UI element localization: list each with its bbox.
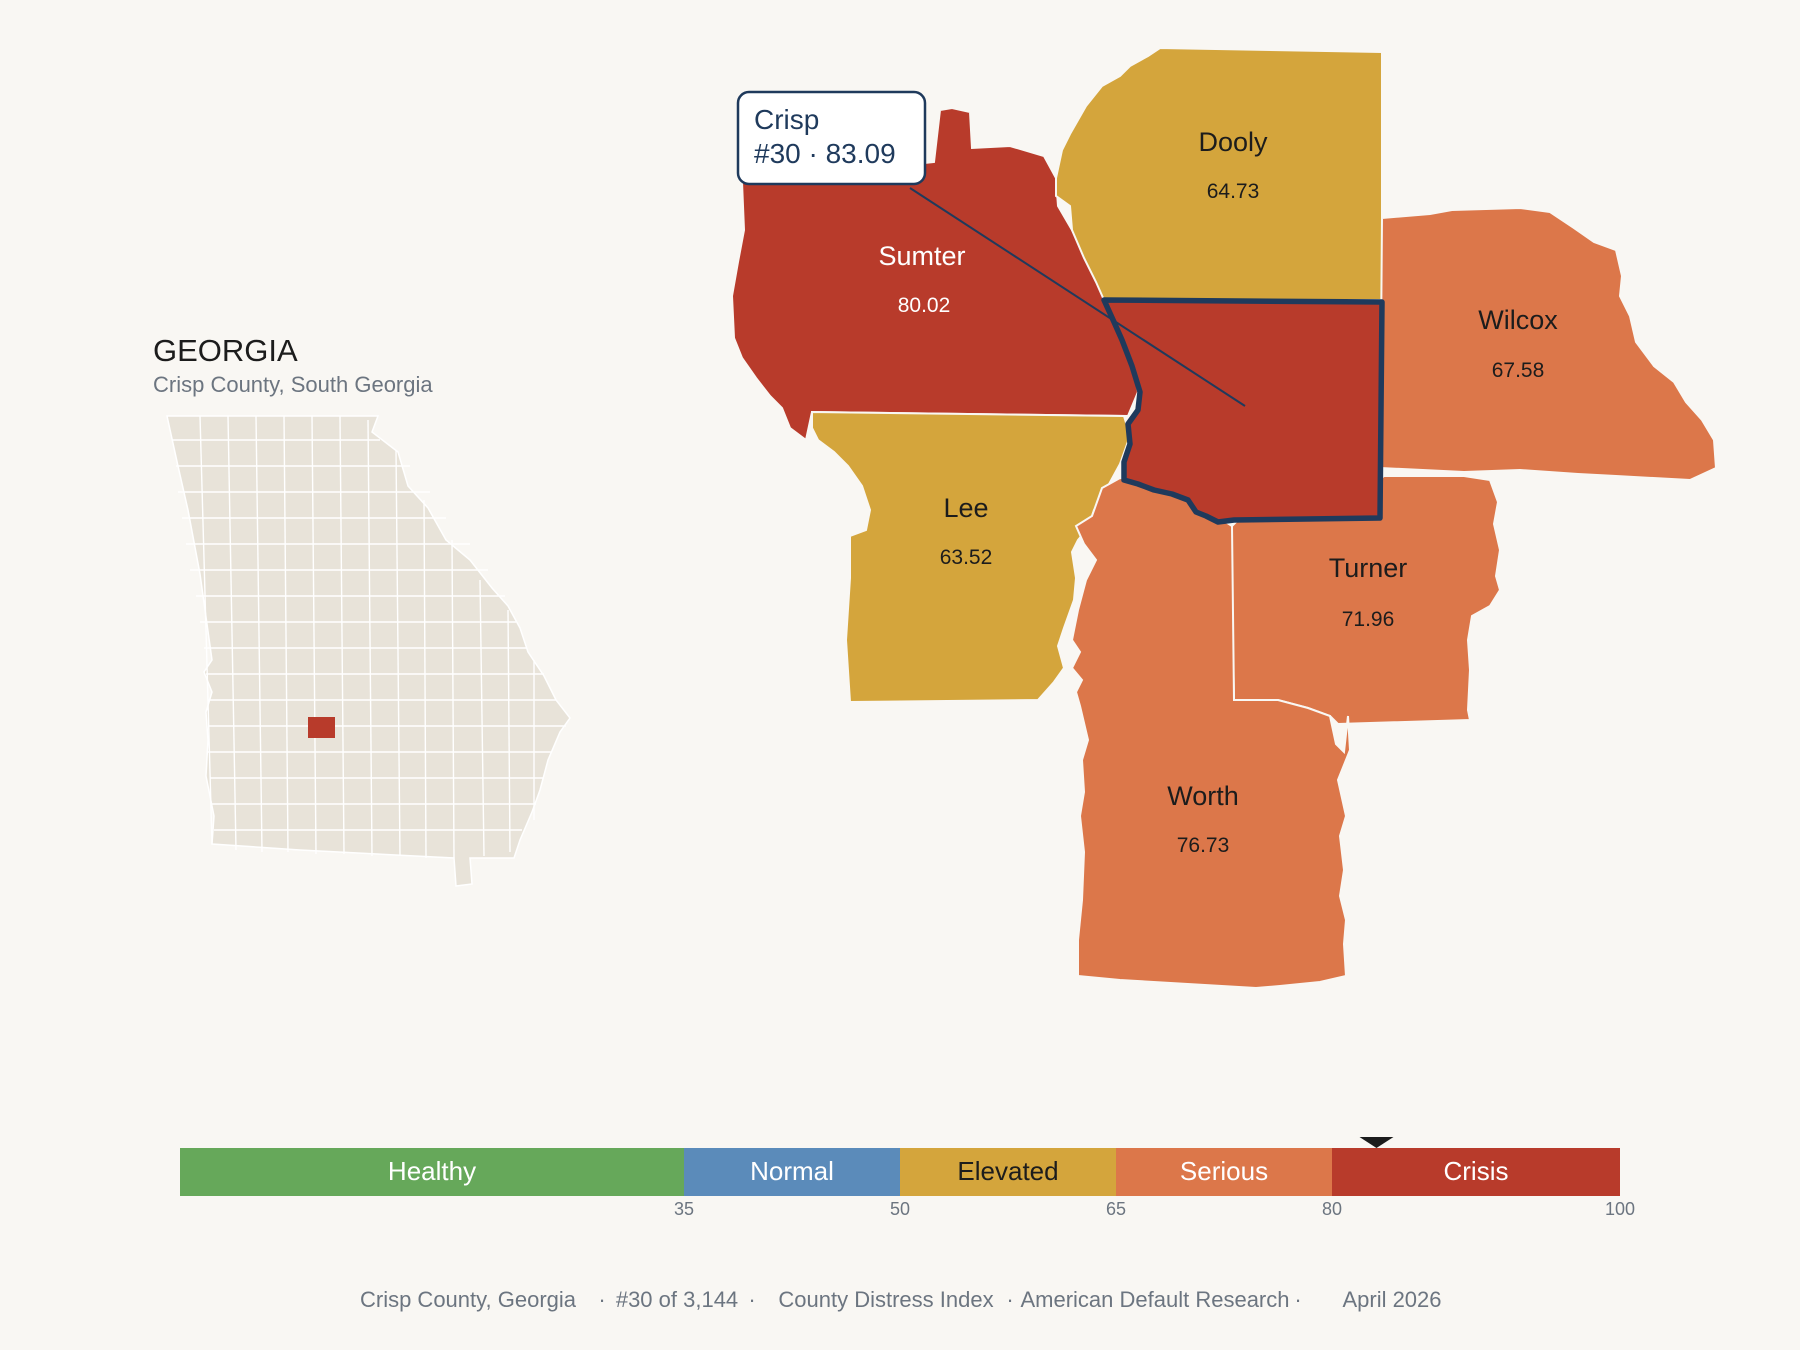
tick-80: 80: [1322, 1199, 1342, 1219]
state-title: GEORGIA: [153, 333, 298, 368]
band-serious: [1116, 1148, 1332, 1196]
inset-subtitle: Crisp County, South Georgia: [153, 372, 433, 397]
regional-map: Sumter 80.02 Dooly 64.73 Wilcox 67.58 Le…: [730, 46, 1718, 990]
county-score-lee: 63.52: [940, 546, 993, 569]
county-label-sumter: Sumter: [878, 241, 965, 271]
county-worth[interactable]: [1070, 476, 1352, 990]
county-score-dooly: 64.73: [1207, 180, 1260, 203]
county-grid-lines: [172, 415, 566, 859]
footer: Crisp County, Georgia · #30 of 3,144 · C…: [360, 1287, 1442, 1312]
county-label-worth: Worth: [1167, 781, 1239, 811]
tick-50: 50: [890, 1199, 910, 1219]
footer-separator: ·: [1294, 1287, 1301, 1312]
county-label-wilcox: Wilcox: [1478, 305, 1558, 335]
band-label-crisis: Crisis: [1444, 1156, 1509, 1186]
tick-100: 100: [1605, 1199, 1635, 1219]
footer-date: April 2026: [1342, 1287, 1441, 1312]
callout-box: [736, 90, 927, 186]
score-marker: [1359, 1137, 1394, 1148]
footer-source: American Default Research: [1020, 1287, 1289, 1312]
band-label-serious: Serious: [1180, 1156, 1268, 1186]
band-normal: [684, 1148, 900, 1196]
footer-rank: #30 of 3,144: [616, 1287, 738, 1312]
crisp-county-inset-highlight: [308, 717, 335, 738]
footer-separator: ·: [748, 1287, 755, 1312]
county-score-sumter: 80.02: [898, 294, 951, 317]
crisp-callout: Crisp #30 · 83.09: [736, 90, 927, 186]
tick-65: 65: [1106, 1199, 1126, 1219]
county-crisp[interactable]: [1101, 297, 1385, 525]
band-label-elevated: Elevated: [957, 1156, 1058, 1186]
callout-county-name: Crisp: [754, 104, 819, 135]
band-elevated: [900, 1148, 1116, 1196]
footer-separator: ·: [1006, 1287, 1013, 1312]
footer-separator: ·: [598, 1287, 605, 1312]
county-score-wilcox: 67.58: [1492, 359, 1545, 382]
footer-index-name: County Distress Index: [778, 1287, 993, 1312]
band-label-normal: Normal: [750, 1156, 834, 1186]
county-wilcox[interactable]: [1378, 206, 1718, 482]
footer-county: Crisp County, Georgia: [360, 1287, 577, 1312]
county-label-turner: Turner: [1329, 553, 1408, 583]
county-dooly[interactable]: [1055, 46, 1383, 301]
tick-35: 35: [674, 1199, 694, 1219]
county-label-lee: Lee: [943, 493, 988, 523]
band-crisis: [1332, 1148, 1620, 1196]
band-healthy: [180, 1148, 684, 1196]
county-score-worth: 76.73: [1177, 834, 1230, 857]
distress-scale-legend: Healthy Normal Elevated Serious Crisis 3…: [180, 1137, 1635, 1219]
band-label-healthy: Healthy: [388, 1156, 476, 1186]
county-label-dooly: Dooly: [1198, 127, 1268, 157]
callout-rank-score: #30 · 83.09: [754, 138, 896, 169]
county-score-turner: 71.96: [1342, 608, 1395, 631]
callout-leader-line: [909, 187, 1246, 407]
georgia-inset-map: [166, 415, 571, 887]
